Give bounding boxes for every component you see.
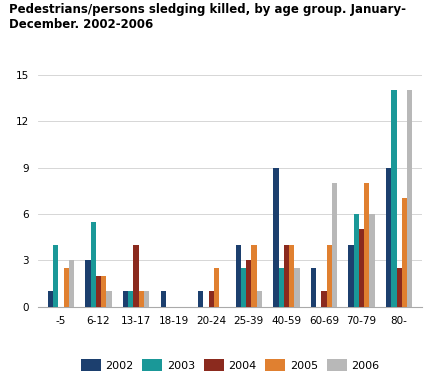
Bar (279, 268, 284, 307)
Bar (133, 245, 139, 307)
Bar (369, 214, 375, 307)
Bar (69, 260, 74, 307)
Bar (354, 214, 359, 307)
Bar (128, 291, 133, 307)
Bar (236, 245, 241, 307)
Bar (311, 268, 316, 307)
Bar (214, 268, 219, 307)
Bar (273, 168, 279, 307)
Bar (96, 276, 101, 307)
Bar (48, 291, 53, 307)
Bar (391, 90, 397, 307)
Bar (85, 260, 91, 307)
Bar (63, 268, 69, 307)
Bar (359, 229, 364, 307)
Bar (289, 245, 294, 307)
Bar (327, 245, 332, 307)
Bar (241, 268, 246, 307)
Bar (144, 291, 149, 307)
Bar (348, 245, 354, 307)
Bar (91, 222, 96, 307)
Bar (386, 168, 391, 307)
Bar (321, 291, 327, 307)
Bar (397, 268, 402, 307)
Bar (198, 291, 203, 307)
Bar (257, 291, 262, 307)
Bar (139, 291, 144, 307)
Bar (123, 291, 128, 307)
Bar (284, 245, 289, 307)
Bar (106, 291, 112, 307)
Bar (209, 291, 214, 307)
Legend: 2002, 2003, 2004, 2005, 2006: 2002, 2003, 2004, 2005, 2006 (76, 354, 384, 374)
Bar (161, 291, 166, 307)
Bar (53, 245, 58, 307)
Bar (294, 268, 299, 307)
Text: Pedestrians/persons sledging killed, by age group. January-
December. 2002-2006: Pedestrians/persons sledging killed, by … (9, 3, 406, 31)
Bar (402, 199, 407, 307)
Bar (251, 245, 257, 307)
Bar (101, 276, 106, 307)
Bar (407, 90, 412, 307)
Bar (246, 260, 251, 307)
Bar (364, 183, 369, 307)
Bar (332, 183, 337, 307)
